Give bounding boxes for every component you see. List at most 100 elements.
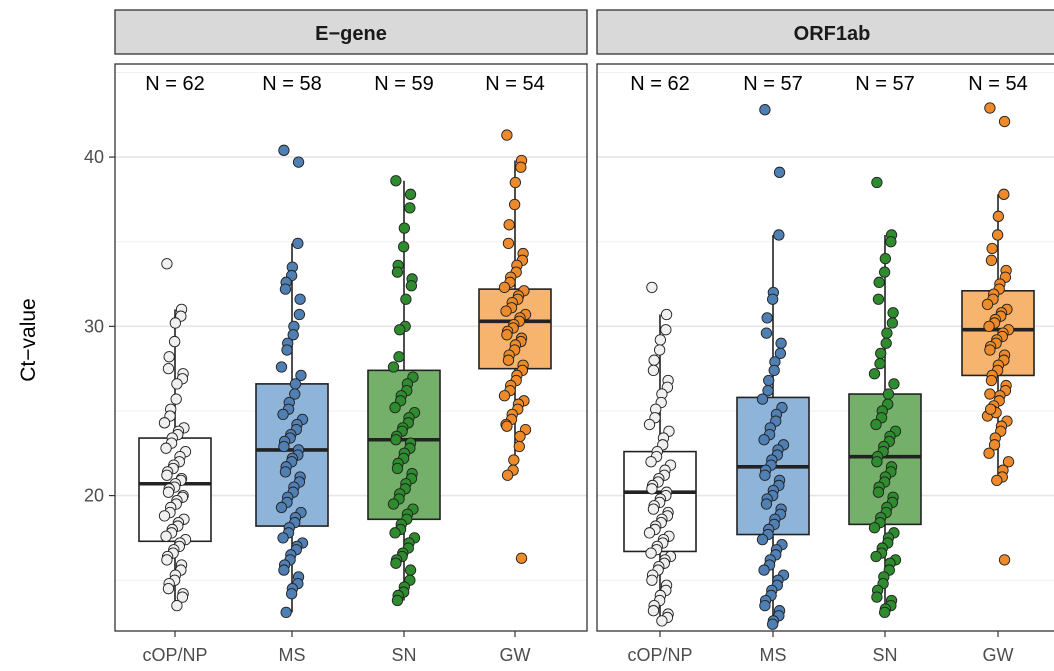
data-point <box>498 390 511 402</box>
data-point <box>985 374 998 387</box>
data-point <box>501 420 513 432</box>
data-point <box>647 605 660 617</box>
data-point <box>756 533 769 546</box>
data-point <box>759 104 771 116</box>
data-point <box>886 317 899 329</box>
data-point <box>158 510 171 522</box>
data-point <box>280 606 292 619</box>
data-point <box>160 530 172 542</box>
data-point <box>293 308 306 321</box>
data-point <box>645 456 657 468</box>
data-point <box>387 498 400 510</box>
data-point <box>768 364 780 376</box>
data-point <box>887 307 899 319</box>
data-point <box>654 334 666 346</box>
data-point <box>991 474 1003 487</box>
data-point <box>759 599 771 612</box>
data-point <box>763 374 775 387</box>
data-point <box>278 144 290 156</box>
panel-e-gene: E−gene N = 62 N = 58 N = 59 N = 54 cOP/N… <box>114 9 588 665</box>
data-point <box>656 615 668 627</box>
data-point <box>872 293 885 305</box>
data-point <box>169 317 182 329</box>
data-point <box>398 222 410 234</box>
data-point <box>647 503 660 515</box>
data-point <box>775 337 787 349</box>
data-point <box>879 266 891 278</box>
data-point <box>871 176 883 189</box>
data-point <box>646 281 658 294</box>
data-point <box>879 606 891 619</box>
data-point <box>998 188 1010 200</box>
data-point <box>161 258 173 270</box>
data-point <box>759 469 771 481</box>
y-axis: 20 30 40 <box>84 147 115 506</box>
data-point <box>758 564 770 576</box>
data-point <box>391 462 404 475</box>
panel-border <box>114 63 588 632</box>
data-point <box>501 329 513 341</box>
data-point <box>397 241 410 253</box>
data-point <box>881 327 893 339</box>
y-tick-label: 20 <box>84 486 104 506</box>
data-point <box>992 229 1004 241</box>
panel-orf1ab: ORF1ab N = 62 N = 57 N = 57 N = 54 cOP/N… <box>596 9 1054 665</box>
y-tick-label: 40 <box>84 147 104 167</box>
data-point <box>277 532 289 544</box>
data-point <box>870 418 882 431</box>
data-point <box>393 351 405 363</box>
n-label: N = 62 <box>145 73 204 95</box>
points <box>158 129 532 619</box>
data-point <box>285 588 298 600</box>
data-point <box>873 276 885 288</box>
data-point <box>880 337 892 349</box>
data-point <box>502 354 515 366</box>
n-label: N = 57 <box>855 73 914 95</box>
data-point <box>503 219 515 231</box>
data-point <box>394 324 406 336</box>
data-point <box>501 469 514 481</box>
data-point <box>277 408 289 421</box>
data-point <box>400 293 412 305</box>
data-point <box>647 364 660 376</box>
n-label: N = 54 <box>485 73 544 95</box>
data-point <box>275 361 288 373</box>
data-point <box>289 388 301 400</box>
data-point <box>287 329 299 341</box>
data-point <box>160 442 172 454</box>
data-point <box>868 368 881 380</box>
data-point <box>389 401 401 414</box>
data-point <box>387 361 400 373</box>
data-point <box>279 466 292 478</box>
facet-strip <box>114 9 588 55</box>
n-label: N = 59 <box>374 73 433 95</box>
data-point <box>390 175 402 187</box>
grid <box>597 71 1054 637</box>
x-tick-label: GW <box>983 645 1014 665</box>
data-point <box>767 618 779 630</box>
data-point <box>278 440 290 453</box>
data-point <box>161 469 173 481</box>
data-point <box>648 354 660 366</box>
data-point <box>294 293 306 305</box>
data-point <box>871 456 883 468</box>
data-point <box>292 237 304 250</box>
data-point <box>498 281 511 294</box>
data-point <box>888 378 900 390</box>
x-tick-label: MS <box>760 645 787 665</box>
data-point <box>986 242 998 255</box>
data-point <box>390 557 402 569</box>
data-point <box>176 591 189 603</box>
data-point <box>514 430 526 443</box>
x-tick-label: SN <box>872 645 897 665</box>
data-point <box>278 564 290 576</box>
x-tick-label: MS <box>279 645 306 665</box>
x-tick-label: SN <box>391 645 416 665</box>
data-point <box>875 347 887 360</box>
data-point <box>660 308 673 321</box>
data-point <box>879 252 891 265</box>
data-point <box>643 418 656 431</box>
n-label: N = 54 <box>968 73 1027 95</box>
data-point <box>773 166 786 178</box>
